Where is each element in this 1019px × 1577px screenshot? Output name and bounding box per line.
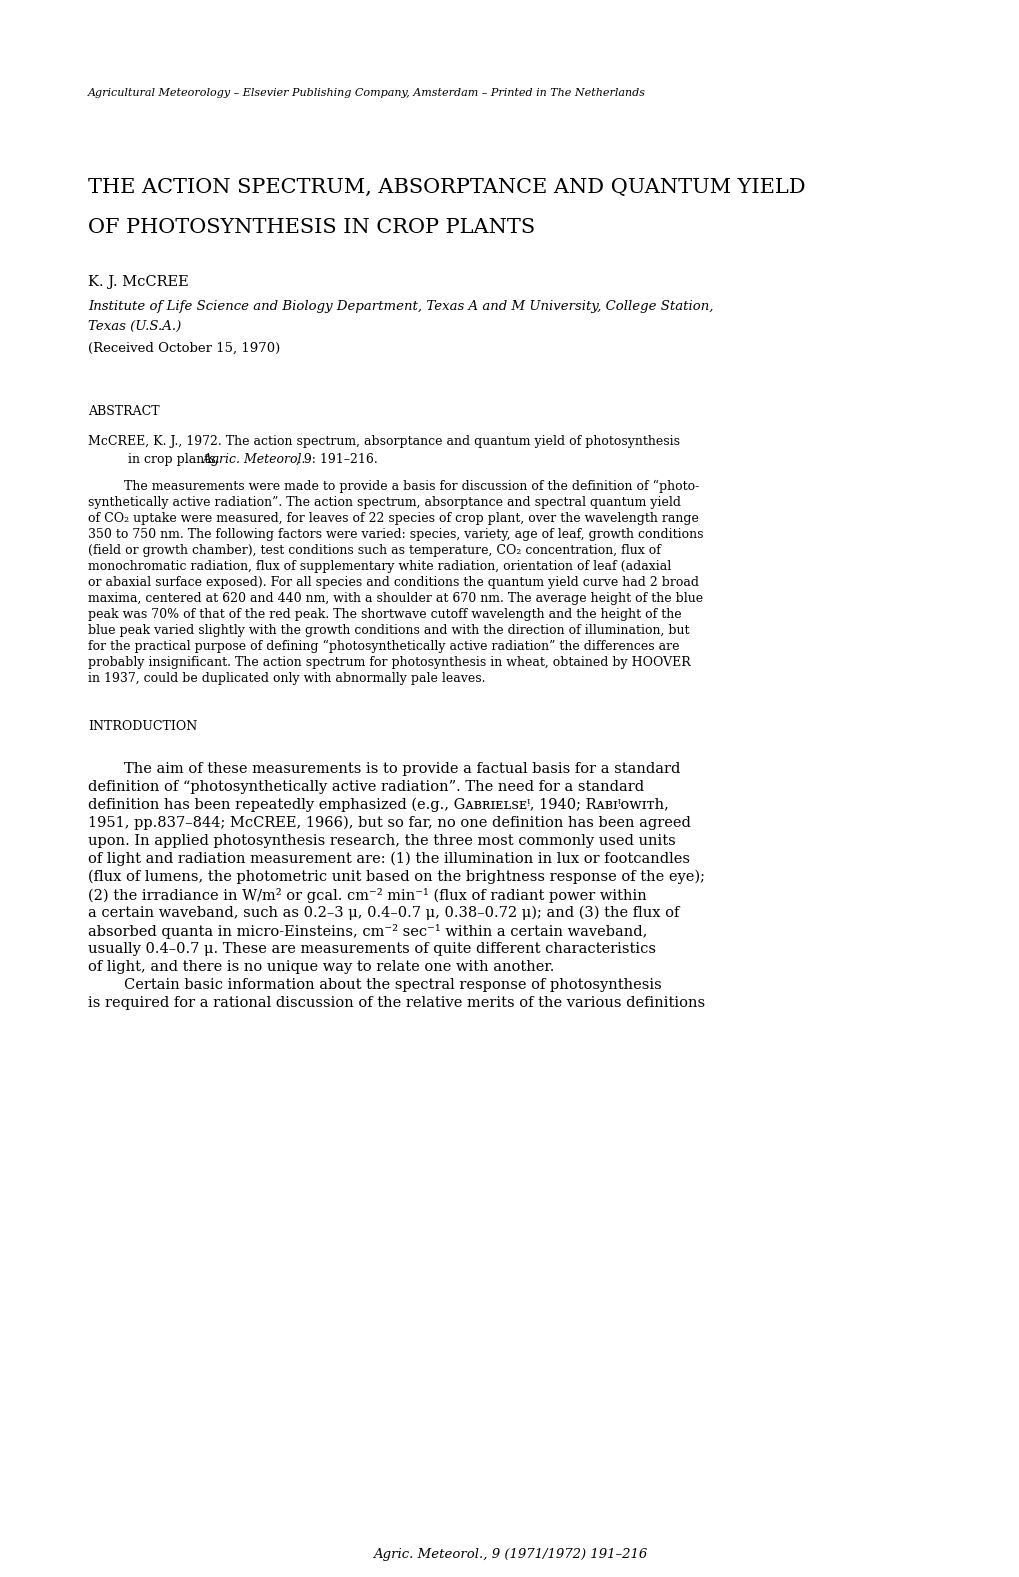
Text: Agric. Meteorol.: Agric. Meteorol.: [203, 453, 306, 465]
Text: 1951, pp.837–844; McCREE, 1966), but so far, no one definition has been agreed: 1951, pp.837–844; McCREE, 1966), but so …: [88, 815, 690, 831]
Text: (2) the irradiance in W/m² or gcal. cm⁻² min⁻¹ (flux of radiant power within: (2) the irradiance in W/m² or gcal. cm⁻²…: [88, 888, 646, 904]
Text: (Received October 15, 1970): (Received October 15, 1970): [88, 342, 280, 355]
Text: a certain waveband, such as 0.2–3 μ, 0.4–0.7 μ, 0.38–0.72 μ); and (3) the flux o: a certain waveband, such as 0.2–3 μ, 0.4…: [88, 907, 679, 921]
Text: The aim of these measurements is to provide a factual basis for a standard: The aim of these measurements is to prov…: [124, 762, 680, 776]
Text: is required for a rational discussion of the relative merits of the various defi: is required for a rational discussion of…: [88, 997, 704, 1009]
Text: Texas (U.S.A.): Texas (U.S.A.): [88, 320, 181, 333]
Text: blue peak varied slightly with the growth conditions and with the direction of i: blue peak varied slightly with the growt…: [88, 624, 689, 637]
Text: for the practical purpose of defining “photosynthetically active radiation” the : for the practical purpose of defining “p…: [88, 640, 679, 653]
Text: definition of “photosynthetically active radiation”. The need for a standard: definition of “photosynthetically active…: [88, 781, 643, 793]
Text: probably insignificant. The action spectrum for photosynthesis in wheat, obtaine: probably insignificant. The action spect…: [88, 656, 690, 669]
Text: of CO₂ uptake were measured, for leaves of 22 species of crop plant, over the wa: of CO₂ uptake were measured, for leaves …: [88, 513, 698, 525]
Text: of light and radiation measurement are: (1) the illumination in lux or footcandl: of light and radiation measurement are: …: [88, 852, 689, 866]
Text: peak was 70% of that of the red peak. The shortwave cutoff wavelength and the he: peak was 70% of that of the red peak. Th…: [88, 609, 681, 621]
Text: The measurements were made to provide a basis for discussion of the definition o: The measurements were made to provide a …: [124, 479, 699, 494]
Text: in crop plants.: in crop plants.: [127, 453, 223, 465]
Text: Agricultural Meteorology – Elsevier Publishing Company, Amsterdam – Printed in T: Agricultural Meteorology – Elsevier Publ…: [88, 88, 645, 98]
Text: (flux of lumens, the photometric unit based on the brightness response of the ey: (flux of lumens, the photometric unit ba…: [88, 871, 704, 885]
Text: INTRODUCTION: INTRODUCTION: [88, 721, 197, 733]
Text: Certain basic information about the spectral response of photosynthesis: Certain basic information about the spec…: [124, 978, 661, 992]
Text: ABSTRACT: ABSTRACT: [88, 405, 159, 418]
Text: THE ACTION SPECTRUM, ABSORPTANCE AND QUANTUM YIELD: THE ACTION SPECTRUM, ABSORPTANCE AND QUA…: [88, 178, 805, 197]
Text: McCREE, K. J., 1972. The action spectrum, absorptance and quantum yield of photo: McCREE, K. J., 1972. The action spectrum…: [88, 435, 680, 448]
Text: , 9: 191–216.: , 9: 191–216.: [296, 453, 377, 465]
Text: in 1937, could be duplicated only with abnormally pale leaves.: in 1937, could be duplicated only with a…: [88, 672, 485, 684]
Text: Institute of Life Science and Biology Department, Texas A and M University, Coll: Institute of Life Science and Biology De…: [88, 300, 713, 312]
Text: (field or growth chamber), test conditions such as temperature, CO₂ concentratio: (field or growth chamber), test conditio…: [88, 544, 660, 557]
Text: Agric. Meteorol., 9 (1971/1972) 191–216: Agric. Meteorol., 9 (1971/1972) 191–216: [373, 1549, 646, 1561]
Text: OF PHOTOSYNTHESIS IN CROP PLANTS: OF PHOTOSYNTHESIS IN CROP PLANTS: [88, 218, 535, 237]
Text: absorbed quanta in micro-Einsteins, cm⁻² sec⁻¹ within a certain waveband,: absorbed quanta in micro-Einsteins, cm⁻²…: [88, 924, 647, 938]
Text: upon. In applied photosynthesis research, the three most commonly used units: upon. In applied photosynthesis research…: [88, 834, 676, 848]
Text: definition has been repeatedly emphasized (e.g., Gᴀʙʀɪᴇʟsᴇᵎ, 1940; Rᴀʙɪᵎowɪᴛh,: definition has been repeatedly emphasize…: [88, 798, 668, 812]
Text: usually 0.4–0.7 μ. These are measurements of quite different characteristics: usually 0.4–0.7 μ. These are measurement…: [88, 941, 655, 956]
Text: monochromatic radiation, flux of supplementary white radiation, orientation of l: monochromatic radiation, flux of supplem…: [88, 560, 671, 572]
Text: of light, and there is no unique way to relate one with another.: of light, and there is no unique way to …: [88, 960, 554, 975]
Text: K. J. McCREE: K. J. McCREE: [88, 274, 189, 289]
Text: synthetically active radiation”. The action spectrum, absorptance and spectral q: synthetically active radiation”. The act…: [88, 497, 681, 509]
Text: maxima, centered at 620 and 440 nm, with a shoulder at 670 nm. The average heigh: maxima, centered at 620 and 440 nm, with…: [88, 591, 702, 606]
Text: or abaxial surface exposed). For all species and conditions the quantum yield cu: or abaxial surface exposed). For all spe…: [88, 576, 698, 588]
Text: 350 to 750 nm. The following factors were varied: species, variety, age of leaf,: 350 to 750 nm. The following factors wer…: [88, 528, 703, 541]
